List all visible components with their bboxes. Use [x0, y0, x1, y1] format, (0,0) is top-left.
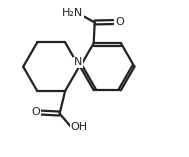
- Text: N: N: [74, 57, 83, 67]
- Text: O: O: [32, 107, 40, 117]
- Text: O: O: [115, 17, 124, 27]
- Text: H₂N: H₂N: [62, 8, 83, 18]
- Text: OH: OH: [70, 122, 88, 132]
